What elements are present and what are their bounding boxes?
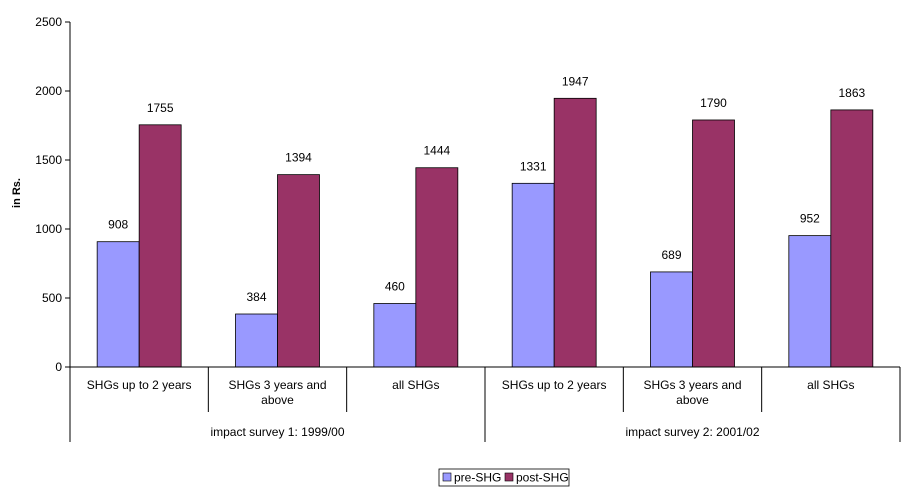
labels-layer: 908 1755 384 1394 460 1444 1331 1947 689 1790 952 1…	[108, 74, 865, 304]
y-tick-label-500: 500	[42, 291, 62, 305]
bar-post-shg-1	[277, 174, 320, 368]
bars-layer	[96, 97, 874, 368]
group-label-1: impact survey 2: 2001/02	[625, 425, 759, 439]
y-tick-label-0: 0	[55, 360, 62, 374]
data-label-post-shg-4: 1790	[700, 96, 727, 110]
y-tick-label-2000: 2000	[35, 84, 62, 98]
legend-swatch-post-shg	[504, 472, 514, 482]
axes-layer: 0 500 1000 1500 2000 2500 impact survey 1: 199…	[35, 15, 901, 442]
data-label-post-shg-5: 1863	[838, 86, 865, 100]
data-label-pre-shg-5: 952	[800, 212, 820, 226]
y-tick-label-1000: 1000	[35, 222, 62, 236]
bar-post-shg-5	[830, 109, 874, 368]
group-label-0: impact survey 1: 1999/00	[210, 425, 344, 439]
data-label-post-shg-3: 1947	[562, 74, 589, 88]
category-label-4: SHGs 3 years and above	[643, 378, 741, 407]
bar-post-shg-2	[415, 167, 459, 368]
legend-swatch-pre-shg	[442, 472, 452, 482]
data-label-pre-shg-0: 908	[108, 218, 128, 232]
category-label-5: all SHGs	[807, 378, 854, 392]
category-label-1: SHGs 3 years and above	[228, 378, 326, 407]
bar-post-shg-4	[692, 119, 735, 368]
data-label-pre-shg-4: 689	[661, 248, 681, 262]
bar-post-shg-0	[138, 124, 182, 368]
data-label-pre-shg-1: 384	[246, 290, 266, 304]
data-label-post-shg-2: 1444	[423, 144, 450, 158]
bar-post-shg-3	[553, 97, 597, 368]
bar-pre-shg-4	[650, 271, 693, 368]
data-label-pre-shg-2: 460	[385, 280, 405, 294]
category-label-0: SHGs up to 2 years	[87, 378, 192, 392]
legend-box	[438, 468, 570, 487]
legend-label-pre-shg: pre-SHG	[454, 471, 501, 485]
category-label-2: all SHGs	[392, 378, 439, 392]
data-label-post-shg-0: 1755	[147, 101, 174, 115]
legend: pre-SHG post-SHG	[438, 468, 570, 487]
legend-label-post-shg: post-SHG	[516, 471, 569, 485]
data-label-post-shg-1: 1394	[285, 151, 312, 165]
category-label-3: SHGs up to 2 years	[502, 378, 607, 392]
bar-pre-shg-1	[235, 313, 278, 368]
data-label-pre-shg-3: 1331	[520, 159, 547, 173]
y-axis-title: in Rs.	[11, 178, 23, 208]
bar-pre-shg-2	[373, 303, 417, 368]
bar-pre-shg-5	[788, 235, 832, 368]
bar-pre-shg-0	[96, 241, 140, 368]
y-tick-label-1500: 1500	[35, 153, 62, 167]
bar-pre-shg-3	[511, 182, 555, 368]
y-tick-label-2500: 2500	[35, 15, 62, 29]
